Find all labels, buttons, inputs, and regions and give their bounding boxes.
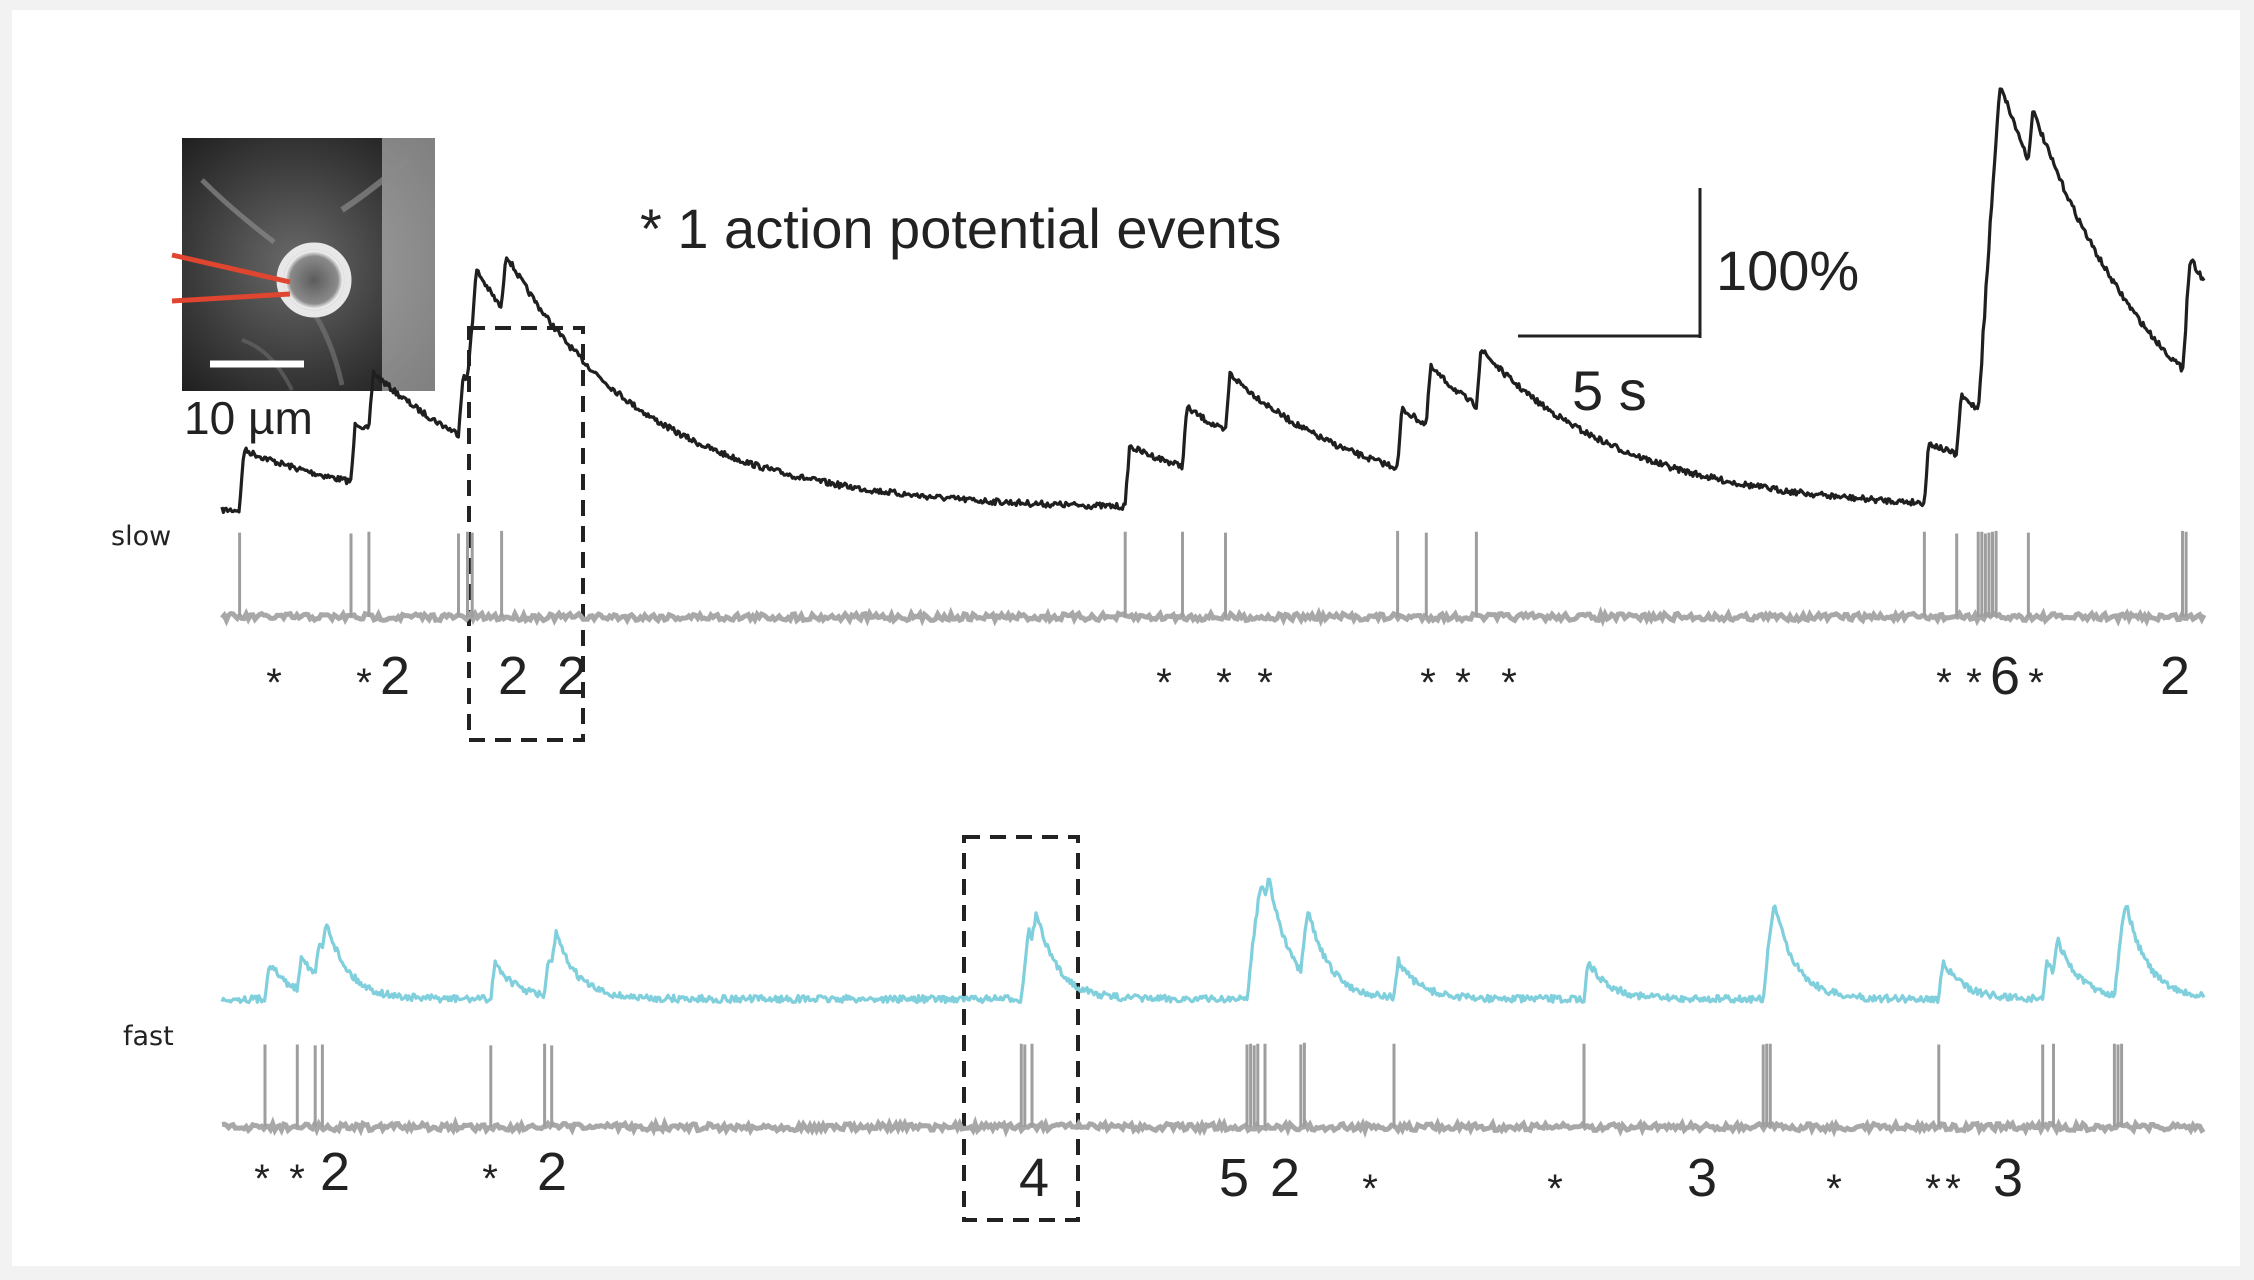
fast-event-star-label: * <box>1925 1167 1941 1211</box>
fast-event-count-label: 3 <box>1993 1148 2023 1208</box>
figure-panel: 10 µm * 1 action potential events 100% 5… <box>12 10 2240 1266</box>
slow-event-count-label: 2 <box>2160 646 2190 706</box>
slow-ephys-baseline <box>220 606 2207 628</box>
fast-event-count-label: 5 <box>1219 1148 1249 1208</box>
fast-event-star-label: * <box>1547 1167 1563 1211</box>
fast-event-count-label: 4 <box>1019 1148 1049 1208</box>
fast-event-star-label: * <box>1362 1167 1378 1211</box>
fast-event-star-label: * <box>1945 1167 1961 1211</box>
fast-ephys-baseline <box>221 1115 2206 1139</box>
scale-bar <box>1518 188 1702 338</box>
slow-event-star-label: * <box>266 661 282 705</box>
fast-event-count-label: 3 <box>1687 1148 1717 1208</box>
slow-event-star-label: * <box>1501 661 1517 705</box>
fast-fluorescence-trace <box>220 877 2206 1005</box>
scale-bar-horizontal-label: 5 s <box>1572 359 1647 422</box>
fast-event-count-label: 2 <box>1270 1148 1300 1208</box>
slow-event-star-label: * <box>1966 661 1982 705</box>
fast-event-star-label: * <box>1826 1167 1842 1211</box>
slow-event-star-label: * <box>1420 661 1436 705</box>
slow-event-star-label: * <box>1156 661 1172 705</box>
slow-event-star-label: * <box>1936 661 1952 705</box>
fast-event-count-label: 2 <box>537 1142 567 1202</box>
fast-event-count-label: 2 <box>320 1142 350 1202</box>
fast-trace-group <box>220 877 2206 1139</box>
trace-label-fast: fast <box>123 1021 174 1052</box>
slow-event-count-label: 2 <box>557 646 587 706</box>
legend-text: * 1 action potential events <box>640 197 1281 260</box>
slow-event-count-label: 2 <box>380 646 410 706</box>
inset-scale-label: 10 µm <box>184 392 313 444</box>
highlight-box-fast <box>962 835 1080 1222</box>
fast-event-star-label: * <box>289 1157 305 1201</box>
neuron-image-inset <box>171 138 435 391</box>
trace-label-slow: slow <box>111 521 171 552</box>
slow-event-count-label: 2 <box>498 646 528 706</box>
figure-canvas: 10 µm * 1 action potential events 100% 5… <box>111 87 2207 1222</box>
scale-bar-vertical-label: 100% <box>1716 239 1859 302</box>
fast-event-star-label: * <box>482 1157 498 1201</box>
slow-event-star-label: * <box>2028 661 2044 705</box>
slow-event-star-label: * <box>1216 661 1232 705</box>
slow-event-star-label: * <box>1455 661 1471 705</box>
slow-trace-group <box>220 87 2207 628</box>
pipette-line-top <box>171 252 291 285</box>
slow-event-star-label: * <box>356 661 372 705</box>
event-labels-group: * * 2 2 2 * * * * * * * * 6 * 2* * 2 * 2 4 5 2 * * 3 * * * 3 <box>254 646 2190 1211</box>
fast-event-star-label: * <box>254 1157 270 1201</box>
slow-event-count-label: 6 <box>1990 646 2020 706</box>
pipette-line-bottom <box>171 291 291 304</box>
slow-fluorescence-trace <box>220 87 2206 515</box>
slow-event-star-label: * <box>1257 661 1273 705</box>
